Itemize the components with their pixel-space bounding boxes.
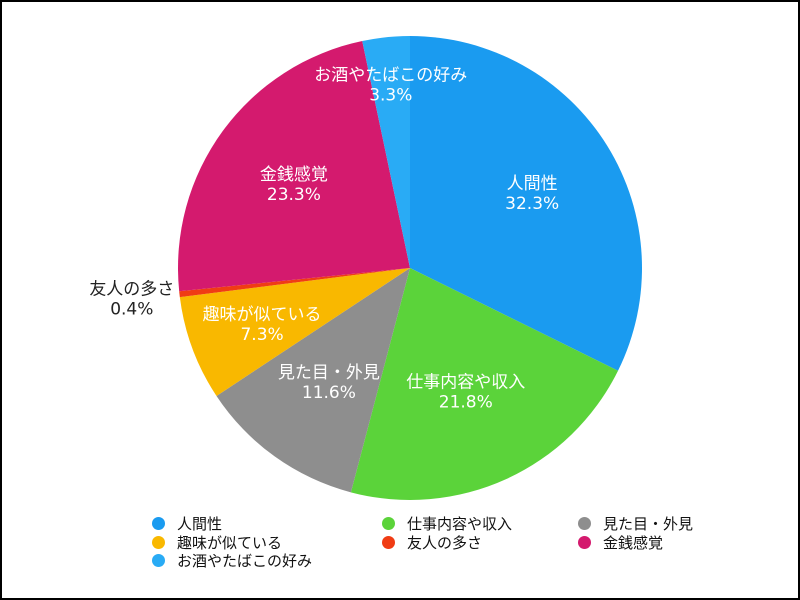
slice-value-label: 0.4% <box>110 299 153 319</box>
slice-value-label: 11.6% <box>302 383 356 403</box>
pie-slice <box>410 36 642 371</box>
slice-value-label: 7.3% <box>240 325 283 345</box>
pie-slice <box>179 268 410 396</box>
pie-slice <box>350 268 619 501</box>
slice-value-label: 3.3% <box>369 85 412 105</box>
pie-slice <box>216 268 410 493</box>
pie-slice <box>362 36 410 268</box>
slice-value-label: 23.3% <box>267 185 321 205</box>
slice-category-label: 友人の多さ <box>89 279 174 299</box>
slice-value-label: 21.8% <box>439 392 493 412</box>
slice-category-label: 人間性 <box>507 174 558 194</box>
slice-category-label: 見た目・外見 <box>278 363 380 383</box>
pie-slices <box>178 36 642 501</box>
slice-category-label: お酒やたばこの好み <box>314 65 467 85</box>
slice-category-label: 仕事内容や収入 <box>406 372 525 392</box>
pie-slice <box>178 40 410 292</box>
slice-value-label: 32.3% <box>505 194 559 214</box>
pie-slice <box>179 268 410 298</box>
slice-category-label: 金銭感覚 <box>260 165 328 185</box>
slice-category-label: 趣味が似ている <box>203 305 322 325</box>
